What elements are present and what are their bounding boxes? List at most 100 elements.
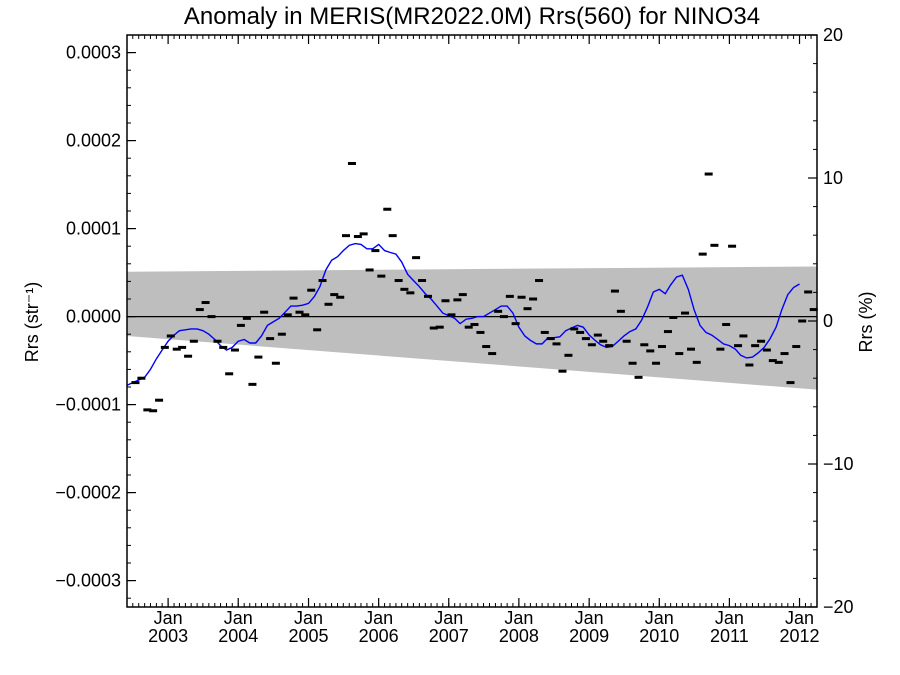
monthly-point [236,323,245,327]
monthly-point [581,337,590,341]
monthly-point [692,360,701,364]
x-tick-year-label: 2003 [148,626,188,646]
monthly-point [412,256,421,260]
monthly-point [552,342,561,346]
y-right-tick-label: 20 [823,25,843,45]
monthly-point [201,301,210,305]
x-tick-month-label: Jan [434,608,463,628]
monthly-point [628,361,637,365]
monthly-point [704,172,713,176]
monthly-point [225,372,234,376]
x-tick-month-label: Jan [715,608,744,628]
x-tick-year-label: 2006 [359,626,399,646]
monthly-point [488,352,497,356]
y-right-tick-label: −10 [823,454,854,474]
monthly-point [295,310,304,314]
monthly-point [441,299,450,303]
monthly-point [804,290,813,294]
monthly-point [722,323,731,327]
y-left-tick-label: −0.0003 [55,571,121,591]
monthly-point [219,345,228,349]
monthly-point [195,308,204,312]
monthly-point [511,322,520,326]
y-left-tick-label: 0.0001 [66,219,121,239]
right-y-axis: 20 10 0 −10 −20 [808,25,854,617]
x-tick-month-label: Jan [294,608,323,628]
x-tick-month-label: Jan [364,608,393,628]
monthly-point [207,315,216,319]
smoothed-series-line [126,242,800,386]
monthly-point [739,334,748,338]
monthly-point [587,343,596,347]
monthly-point [698,252,707,256]
monthly-point [383,207,392,211]
monthly-point [330,293,339,297]
x-tick-month-label: Jan [154,608,183,628]
monthly-point [447,313,456,317]
monthly-point [406,291,415,295]
monthly-point [178,345,187,349]
monthly-point [716,347,725,351]
monthly-point [371,249,380,253]
monthly-point [318,279,327,283]
monthly-point [605,344,614,348]
monthly-point [429,326,438,330]
monthly-point [394,279,403,283]
monthly-point [470,323,479,327]
x-tick-year-label: 2011 [710,626,749,646]
monthly-point [663,330,672,334]
monthly-point [734,344,743,348]
monthly-point [248,382,257,386]
monthly-point [616,309,625,313]
monthly-point [809,308,818,312]
monthly-point [546,337,555,341]
x-axis: Jan2003Jan2004Jan2005Jan2006Jan2007Jan20… [126,35,820,646]
monthly-point [610,289,619,293]
monthly-point [476,330,485,334]
monthly-point [260,310,269,314]
monthly-point [347,161,356,165]
monthly-point [464,325,473,329]
y-axis-right-label: Rrs (%) [856,292,876,353]
monthly-point [341,234,350,238]
monthly-point [388,234,397,238]
y-left-tick-label: −0.0001 [55,395,121,415]
monthly-point [657,345,666,349]
monthly-point [166,334,175,338]
monthly-point [564,353,573,357]
monthly-point [576,330,585,334]
x-tick-year-label: 2010 [639,626,679,646]
y-axis-left-label: Rrs (str⁻¹) [22,282,42,362]
left-y-axis: 0.0003 0.0002 0.0001 0.0000 −0.0001 −0.0002 −0… [55,34,136,599]
monthly-point [458,293,467,297]
y-right-tick-label: 10 [823,168,843,188]
monthly-point [230,348,239,352]
monthly-point [728,244,737,248]
monthly-point [482,345,491,349]
monthly-point [634,375,643,379]
x-tick-year-label: 2005 [289,626,329,646]
monthly-point [160,345,169,349]
x-tick-month-label: Jan [504,608,533,628]
monthly-point [172,347,181,351]
monthly-point [768,359,777,363]
smoothed-line-layer [126,242,800,386]
monthly-point [640,343,649,347]
monthly-point [745,363,754,367]
monthly-point [254,355,263,359]
monthly-point [529,297,538,301]
monthly-point [599,339,608,343]
monthly-points-layer [131,161,818,413]
monthly-point [517,295,526,299]
monthly-point [535,279,544,283]
monthly-point [155,398,164,402]
y-left-tick-label: 0.0000 [66,307,121,327]
x-tick-year-label: 2008 [499,626,539,646]
x-tick-year-label: 2009 [569,626,609,646]
monthly-point [710,243,719,247]
monthly-point [289,296,298,300]
monthly-point [494,309,503,313]
monthly-point [143,408,152,412]
monthly-point [307,288,316,292]
